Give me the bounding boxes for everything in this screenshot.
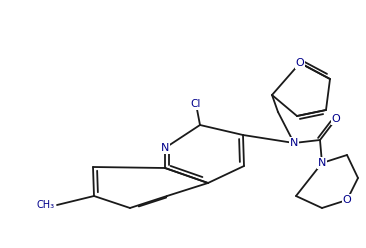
Text: N: N	[318, 158, 326, 168]
Text: O: O	[332, 114, 340, 124]
Text: Cl: Cl	[191, 99, 201, 109]
Text: N: N	[290, 138, 298, 148]
Text: O: O	[296, 58, 305, 68]
Text: N: N	[161, 143, 169, 153]
Text: O: O	[343, 195, 351, 205]
Text: CH₃: CH₃	[37, 200, 55, 210]
